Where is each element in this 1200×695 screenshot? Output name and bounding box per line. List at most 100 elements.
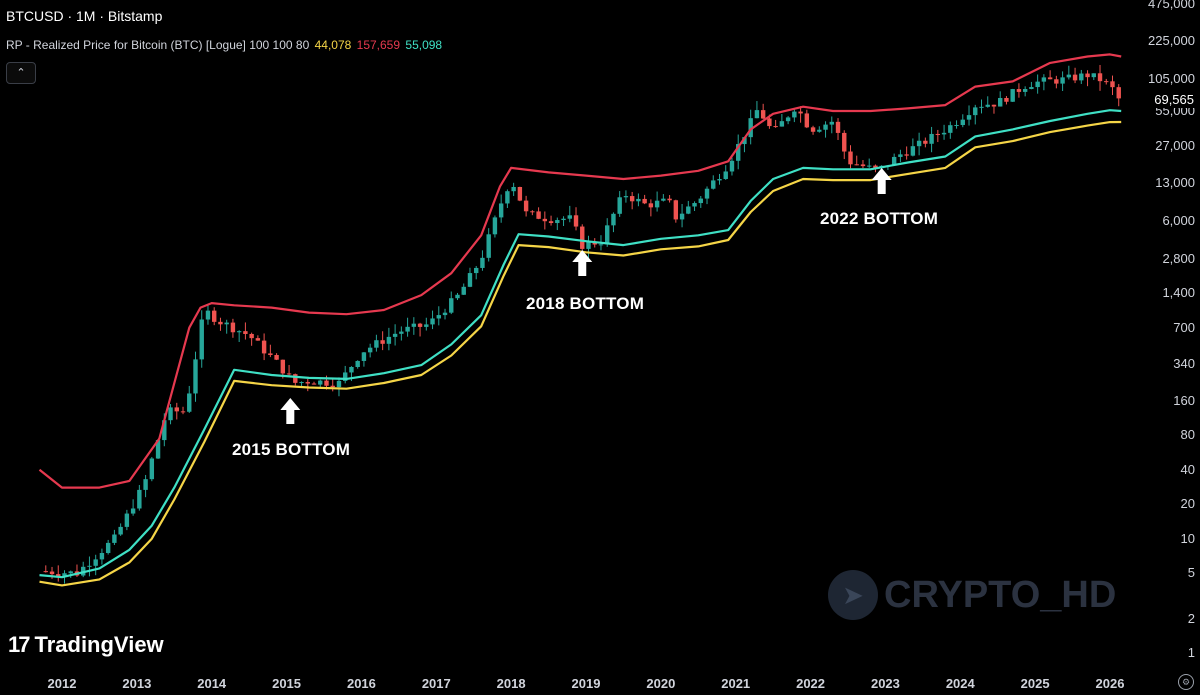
candle-body bbox=[948, 125, 953, 133]
up-arrow-icon bbox=[280, 398, 301, 424]
candle-body bbox=[311, 383, 317, 385]
y-tick-label: 13,000 bbox=[1155, 174, 1195, 190]
y-tick-label: 40 bbox=[1180, 461, 1195, 477]
y-tick-label: 20 bbox=[1180, 496, 1195, 512]
candle-body bbox=[798, 111, 803, 114]
candle-body bbox=[667, 198, 672, 201]
candle-body bbox=[929, 133, 934, 144]
candle-body bbox=[679, 213, 685, 220]
candle-body bbox=[424, 324, 429, 327]
candle-body bbox=[1016, 89, 1022, 92]
candle-body bbox=[711, 180, 716, 189]
candle-body bbox=[236, 331, 242, 333]
y-tick-label: 2,800 bbox=[1162, 250, 1195, 266]
collapse-legend-button[interactable]: ⌃ bbox=[6, 62, 36, 84]
y-tick-label: 10 bbox=[1180, 530, 1195, 546]
candle-body bbox=[580, 226, 585, 249]
y-tick-label: 340 bbox=[1173, 355, 1195, 371]
candle-body bbox=[517, 187, 523, 201]
candle-body bbox=[767, 118, 772, 127]
x-tick-label: 2015 bbox=[272, 676, 302, 691]
crypto-hd-watermark: ➤ CRYPTO_HD bbox=[828, 570, 1116, 620]
candle-body bbox=[255, 338, 261, 341]
candle-body bbox=[1004, 97, 1009, 102]
y-tick-label: 225,000 bbox=[1148, 33, 1195, 49]
candle-body bbox=[56, 574, 61, 577]
candle-body bbox=[717, 179, 722, 181]
candle-body bbox=[742, 137, 747, 145]
candle-body bbox=[973, 107, 978, 116]
candle-body bbox=[636, 198, 641, 202]
candle-body bbox=[548, 221, 554, 224]
gear-icon[interactable]: ⚙ bbox=[1178, 674, 1194, 690]
candle-body bbox=[555, 220, 560, 224]
candle-body bbox=[686, 206, 691, 214]
indicator-value-middle: 55,098 bbox=[405, 38, 443, 52]
annotation-2018-bottom: 2018 BOTTOM bbox=[526, 294, 645, 313]
lower-band-line bbox=[39, 120, 1122, 587]
indicator-legend[interactable]: RP - Realized Price for Bitcoin (BTC) [L… bbox=[6, 38, 444, 52]
x-tick-label: 2026 bbox=[1095, 676, 1125, 691]
candle-body bbox=[249, 333, 254, 339]
candle-body bbox=[848, 151, 853, 165]
candle-body bbox=[954, 125, 959, 127]
y-tick-label: 27,000 bbox=[1155, 138, 1195, 154]
candle-body bbox=[611, 213, 616, 226]
candle-body bbox=[629, 196, 635, 202]
candle-body bbox=[218, 321, 223, 325]
candle-body bbox=[87, 565, 92, 567]
candle-body bbox=[261, 340, 267, 354]
candle-body bbox=[941, 132, 947, 135]
candle-body bbox=[149, 458, 155, 480]
candle-body bbox=[386, 336, 392, 344]
telegram-icon: ➤ bbox=[828, 570, 878, 620]
x-tick-label: 2014 bbox=[197, 676, 227, 691]
candle-body bbox=[1041, 77, 1047, 82]
x-tick-label: 2023 bbox=[870, 676, 900, 691]
x-tick-label: 2024 bbox=[945, 676, 975, 691]
tradingview-logo[interactable]: 17 TradingView bbox=[8, 632, 164, 658]
y-tick-label: 5 bbox=[1187, 565, 1195, 581]
candle-body bbox=[480, 257, 485, 268]
symbol-title[interactable]: BTCUSD · 1M · Bitstamp bbox=[6, 8, 163, 24]
candle-body bbox=[704, 188, 710, 199]
indicator-value-lower: 44,078 bbox=[314, 38, 352, 52]
candle-body bbox=[118, 526, 123, 535]
candle-body bbox=[137, 489, 142, 509]
annotation-2015-bottom: 2015 BOTTOM bbox=[232, 440, 351, 459]
candle-body bbox=[804, 113, 810, 128]
candle-body bbox=[586, 241, 591, 249]
candle-body bbox=[829, 121, 834, 125]
candle-body bbox=[286, 373, 292, 375]
candle-body bbox=[523, 200, 529, 212]
candle-body bbox=[530, 211, 535, 213]
candle-body bbox=[336, 380, 342, 388]
candle-body bbox=[180, 411, 186, 413]
x-tick-label: 2017 bbox=[421, 676, 451, 691]
candle-body bbox=[1022, 89, 1028, 92]
candle-body bbox=[561, 218, 566, 221]
candle-body bbox=[268, 353, 273, 355]
candle-body bbox=[1054, 79, 1059, 84]
candle-body bbox=[193, 359, 198, 394]
candle-body bbox=[935, 133, 941, 135]
candle-body bbox=[280, 359, 286, 374]
candle-body bbox=[1097, 73, 1103, 82]
candle-body bbox=[449, 298, 454, 313]
y-tick-label: 6,000 bbox=[1162, 213, 1195, 229]
candle-body bbox=[374, 340, 379, 348]
candle-body bbox=[623, 196, 629, 198]
candle-body bbox=[486, 234, 491, 258]
x-tick-label: 2025 bbox=[1020, 676, 1050, 691]
candle-body bbox=[62, 573, 67, 577]
candle-body bbox=[1029, 87, 1034, 90]
candle-body bbox=[860, 164, 866, 167]
candle-body bbox=[99, 553, 105, 560]
candle-body bbox=[736, 144, 741, 161]
candle-body bbox=[49, 571, 55, 575]
candle-body bbox=[442, 312, 448, 316]
candle-body bbox=[505, 191, 510, 204]
candle-body bbox=[854, 164, 859, 166]
